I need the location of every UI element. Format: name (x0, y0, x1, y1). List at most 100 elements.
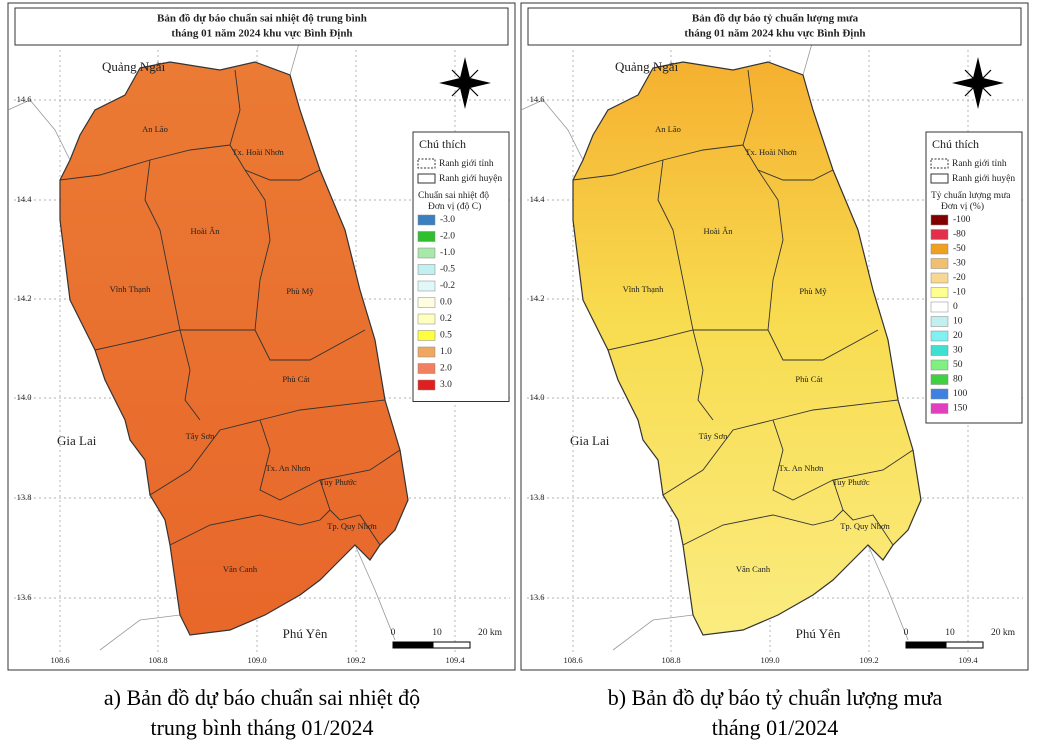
legend-class-label: 50 (953, 360, 963, 370)
place-label: Phú Yên (283, 626, 328, 641)
map-title: Bản đồ dự báo tỷ chuẩn lượng mưa (692, 13, 859, 25)
district-label: Tx. Hoài Nhơn (745, 147, 797, 157)
north-arrow-diag (964, 69, 992, 97)
place-label: Quảng Ngãi (615, 59, 679, 74)
legend-title: Chú thích (419, 137, 466, 151)
lat-label: 13.8 (530, 492, 545, 502)
legend-class-label: -10 (953, 288, 966, 298)
legend-swatch (930, 287, 949, 298)
lat-label: 14.4 (17, 194, 33, 204)
lon-label: 108.6 (563, 655, 582, 665)
legend-class-label: 0.2 (440, 314, 452, 324)
legend-class-label: -80 (953, 230, 966, 240)
lat-label: 14.6 (530, 94, 545, 104)
district-label: Tx. Hoài Nhơn (232, 147, 284, 157)
legend-boundary-label: Ranh giới tỉnh (439, 159, 494, 169)
legend-boundary-label: Ranh giới tỉnh (952, 159, 1007, 169)
lon-label: 109.4 (958, 655, 978, 665)
district-label: Tuy Phước (319, 477, 357, 487)
lon-label: 109.0 (247, 655, 266, 665)
district-label: Phù Mỹ (286, 286, 314, 296)
district-boundary (662, 399, 899, 496)
district-boundary (772, 419, 914, 501)
legend-swatch (930, 374, 949, 385)
lon-label: 109.0 (760, 655, 779, 665)
scale-white (945, 641, 984, 649)
district-boundary (244, 169, 366, 361)
legend-variable: Chuẩn sai nhiệt độ (418, 190, 489, 201)
district-label: Tx. An Nhơn (266, 463, 312, 473)
place-label: Quảng Ngãi (102, 59, 166, 74)
lon-label: 108.8 (661, 655, 680, 665)
legend-class-label: 0 (953, 302, 958, 312)
legend-class-label: 3.0 (440, 380, 452, 390)
legend-unit: Đơn vị (độ C) (428, 201, 481, 212)
district-label: Vĩnh Thạnh (623, 284, 664, 294)
title-box (527, 7, 1022, 46)
district-label: Hoài Ân (703, 226, 733, 236)
province (572, 61, 922, 636)
legend-class-label: -1.0 (440, 248, 455, 258)
neighbor-boundary (520, 39, 909, 651)
legend-class-label: 0.5 (440, 331, 452, 341)
lat-label: 14.2 (530, 293, 545, 303)
legend-swatch (930, 243, 949, 255)
legend-class-label: -50 (953, 244, 966, 254)
legend-swatch (930, 330, 949, 342)
district-label: Phù Cát (282, 374, 310, 384)
lon-label: 108.6 (50, 655, 69, 665)
lon-label: 109.4 (445, 655, 465, 665)
map-title: tháng 01 năm 2024 khu vực Bình Định (684, 28, 865, 40)
lat-label: 13.8 (17, 492, 32, 502)
legend-swatch (417, 379, 436, 391)
district-boundary (319, 479, 381, 546)
legend-swatch (417, 330, 436, 341)
legend-swatch (930, 214, 949, 226)
legend-swatch (930, 272, 949, 284)
legend-swatch (417, 280, 436, 292)
legend-swatch (417, 297, 436, 308)
legend-class-label: -3.0 (440, 215, 455, 225)
scale-label: 0 (391, 628, 396, 638)
district-boundary (179, 329, 201, 421)
legend-class-label: -100 (953, 215, 971, 225)
map-panel: 14.6 14.4 14.2 14.0 13.8 13.6 108.6 108.8 109.0 1… (7, 2, 516, 740)
scale-black (905, 641, 947, 649)
scale-black (392, 641, 434, 649)
district-label: An Lão (655, 124, 681, 134)
scale-label: 20 km (478, 628, 503, 638)
caption: b) Bản đồ dự báo tỷ chuẩn lượng mưa (608, 685, 943, 710)
province (59, 61, 409, 636)
district-boundary (259, 419, 401, 501)
lat-label: 13.6 (17, 592, 32, 602)
district-label: Tây Sơn (699, 431, 729, 441)
legend-class-label: -30 (953, 259, 966, 269)
neighbor-boundary (7, 39, 396, 651)
district-boundary (657, 159, 694, 331)
place-label: Gia Lai (57, 433, 97, 448)
legend-swatch (930, 316, 949, 327)
legend-boundary-swatch (417, 158, 436, 169)
scale-label: 20 km (991, 628, 1016, 638)
legend-swatch (417, 346, 436, 358)
legend-class-label: 2.0 (440, 364, 452, 374)
district-label: Tx. An Nhơn (779, 463, 825, 473)
district-label: Phù Cát (795, 374, 823, 384)
scale-label: 10 (945, 628, 955, 638)
caption: a) Bản đồ dự báo chuẩn sai nhiệt độ (104, 685, 420, 710)
legend-boundary-label: Ranh giới huyện (439, 174, 502, 184)
legend-swatch (930, 301, 949, 313)
legend-swatch (417, 264, 436, 275)
legend-variable: Tỷ chuẩn lượng mưa (931, 190, 1011, 201)
legend-class-label: 10 (953, 317, 963, 327)
district-boundary (757, 169, 879, 361)
legend-boundary-swatch (417, 173, 436, 184)
district-label: Tp. Quy Nhơn (840, 521, 890, 531)
legend-swatch (417, 214, 436, 226)
legend-class-label: 1.0 (440, 347, 452, 357)
legend-swatch (930, 258, 949, 269)
scale-label: 0 (904, 628, 909, 638)
legend-class-label: 20 (953, 331, 963, 341)
caption: trung bình tháng 01/2024 (150, 715, 373, 740)
legend-class-label: -2.0 (440, 232, 455, 242)
